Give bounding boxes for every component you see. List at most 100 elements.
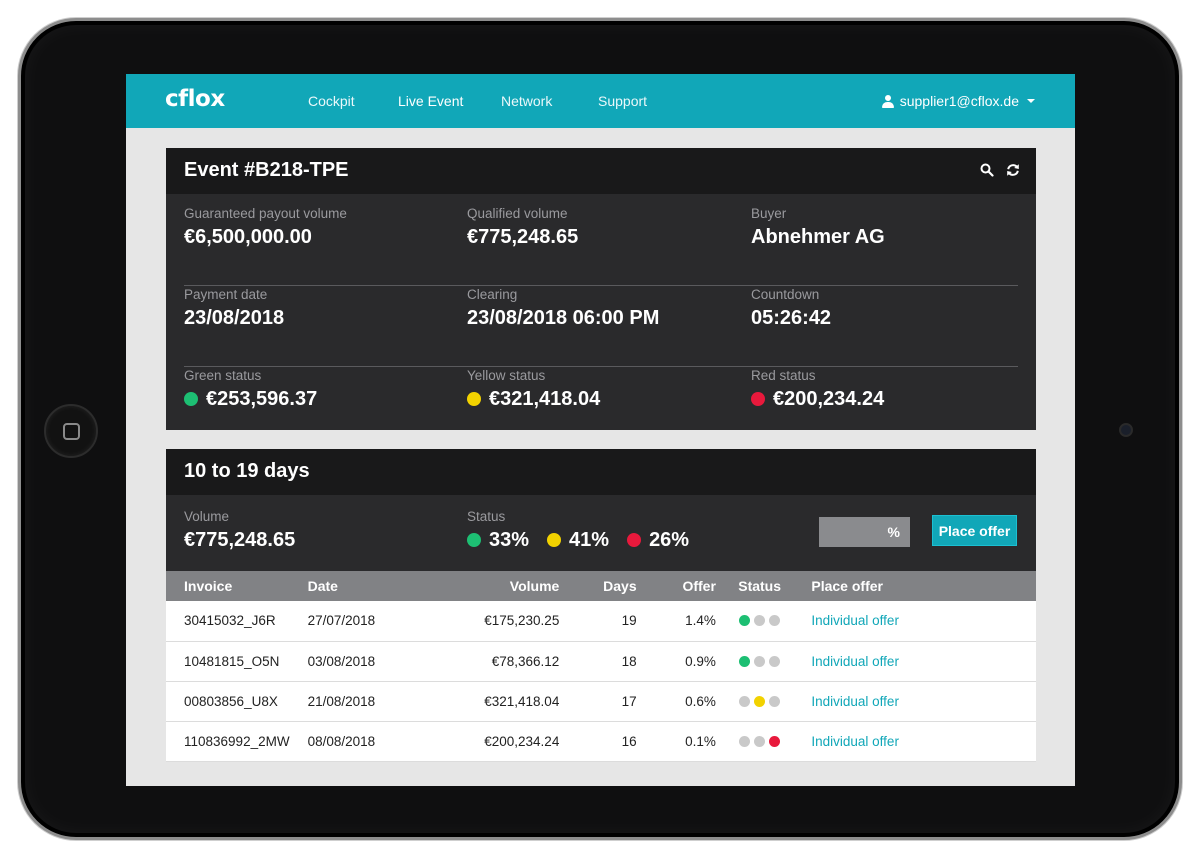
top-navbar: cflox Cockpit Live Event Network Support… <box>126 74 1075 128</box>
payment-label: Payment date <box>184 287 268 302</box>
buyer-label: Buyer <box>751 206 787 221</box>
individual-offer-link[interactable]: Individual offer <box>811 613 899 629</box>
date-cell: 03/08/2018 <box>289 641 400 682</box>
nav-live-event[interactable]: Live Event <box>398 93 464 109</box>
table-row: 10481815_O5N 03/08/2018 €78,366.12 18 0.9% In… <box>166 641 1036 682</box>
qualified-label: Qualified volume <box>467 206 568 221</box>
individual-offer-link[interactable]: Individual offer <box>811 733 899 749</box>
green-status-value: €253,596.37 <box>206 388 318 410</box>
red-status-label: Red status <box>751 368 816 383</box>
volume-label: Volume <box>184 509 230 524</box>
days-group-panel: 10 to 19 days Volume €775,248.65 Status … <box>166 449 1036 762</box>
nav-network[interactable]: Network <box>501 93 553 109</box>
search-icon[interactable] <box>980 163 994 177</box>
yellow-dot-icon <box>467 392 481 406</box>
table-header: Invoice Date Volume Days Offer Status Pl… <box>166 571 1036 601</box>
offer-cell: 0.1% <box>646 721 726 762</box>
place-offer-cell: Individual offer <box>793 681 1036 722</box>
invoice-cell: 30415032_J6R <box>166 601 290 642</box>
place-offer-cell: Individual offer <box>793 721 1036 762</box>
cflox-logo[interactable]: cflox <box>165 86 225 112</box>
volume-cell: €321,418.04 <box>399 681 570 722</box>
home-button[interactable] <box>44 404 98 458</box>
yellow-status-label: Yellow status <box>467 368 546 383</box>
days-cell: 17 <box>569 681 647 722</box>
offer-cell: 1.4% <box>646 601 726 642</box>
red-status-dot-icon <box>769 735 781 747</box>
offer-cell: 0.6% <box>646 681 726 722</box>
volume-cell: €78,366.12 <box>399 641 570 682</box>
green-status-dot-icon <box>739 655 751 667</box>
yellow-status-dot-icon <box>754 655 766 667</box>
event-panel: Event #B218-TPE Guaranteed payout volume… <box>166 148 1036 430</box>
camera-lens <box>1119 423 1133 437</box>
days-cell: 19 <box>569 601 647 642</box>
yellow-status-dot-icon <box>754 695 766 707</box>
countdown-value: 05:26:42 <box>751 307 832 329</box>
red-status-dot-icon <box>769 695 781 707</box>
volume-value: €775,248.65 <box>184 529 296 551</box>
user-menu[interactable]: supplier1@cflox.de <box>881 93 1035 109</box>
guaranteed-value: €6,500,000.00 <box>184 226 312 248</box>
invoice-cell: 00803856_U8X <box>166 681 290 722</box>
red-dot-icon <box>627 533 642 547</box>
place-offer-cell: Individual offer <box>793 641 1036 682</box>
event-row-volumes: Guaranteed payout volume €6,500,000.00 Q… <box>184 206 1018 286</box>
place-offer-button[interactable]: Place offer <box>932 515 1017 546</box>
buyer-value: Abnehmer AG <box>751 226 885 248</box>
offer-cell: 0.9% <box>646 641 726 682</box>
table-row: 00803856_U8X 21/08/2018 €321,418.04 17 0.6% I… <box>166 681 1036 722</box>
status-yellow-pct: 41% <box>569 529 610 551</box>
event-header: Event #B218-TPE <box>166 148 1036 194</box>
red-status-value: €200,234.24 <box>773 388 885 410</box>
countdown-label: Countdown <box>751 287 820 302</box>
status-green-pct: 33% <box>489 529 530 551</box>
table-row: 30415032_J6R 27/07/2018 €175,230.25 19 1.4% I… <box>166 601 1036 642</box>
event-row-status: Green status €253,596.37 Yellow status €… <box>184 368 1018 448</box>
offer-percent-input[interactable]: % <box>819 517 910 547</box>
yellow-status-value: €321,418.04 <box>489 388 601 410</box>
yellow-status-dot-icon <box>754 735 766 747</box>
green-status-dot-icon <box>739 735 751 747</box>
date-cell: 08/08/2018 <box>289 721 400 762</box>
event-title: Event #B218-TPE <box>184 159 349 181</box>
individual-offer-link[interactable]: Individual offer <box>811 693 899 709</box>
user-icon <box>881 94 894 108</box>
volume-cell: €175,230.25 <box>399 601 570 642</box>
col-status[interactable]: Status <box>725 571 794 601</box>
invoice-cell: 110836992_2MW <box>166 721 290 762</box>
invoice-table: Invoice Date Volume Days Offer Status Pl… <box>166 571 1036 762</box>
qualified-value: €775,248.65 <box>467 226 579 248</box>
green-status-label: Green status <box>184 368 262 383</box>
place-offer-cell: Individual offer <box>793 601 1036 642</box>
invoice-cell: 10481815_O5N <box>166 641 290 682</box>
days-cell: 16 <box>569 721 647 762</box>
date-cell: 21/08/2018 <box>289 681 400 722</box>
individual-offer-link[interactable]: Individual offer <box>811 653 899 669</box>
home-square-icon <box>63 423 80 440</box>
col-days[interactable]: Days <box>569 571 647 601</box>
status-cell <box>725 641 794 682</box>
nav-support[interactable]: Support <box>598 93 648 109</box>
green-dot-icon <box>184 392 198 406</box>
group-header: 10 to 19 days <box>166 449 1036 495</box>
payment-value: 23/08/2018 <box>184 307 285 329</box>
col-invoice[interactable]: Invoice <box>166 571 290 601</box>
col-volume[interactable]: Volume <box>399 571 570 601</box>
status-cell <box>725 601 794 642</box>
col-place-offer[interactable]: Place offer <box>793 571 1036 601</box>
group-title: 10 to 19 days <box>184 460 310 482</box>
col-date[interactable]: Date <box>289 571 400 601</box>
yellow-dot-icon <box>547 533 562 547</box>
table-row: 110836992_2MW 08/08/2018 €200,234.24 16 0.1%… <box>166 721 1036 762</box>
nav-cockpit[interactable]: Cockpit <box>308 93 355 109</box>
green-status-dot-icon <box>739 695 751 707</box>
guaranteed-label: Guaranteed payout volume <box>184 206 347 221</box>
clearing-value: 23/08/2018 06:00 PM <box>467 307 660 329</box>
refresh-icon[interactable] <box>1006 163 1020 177</box>
red-status-dot-icon <box>769 655 781 667</box>
col-offer[interactable]: Offer <box>646 571 726 601</box>
status-cell <box>725 721 794 762</box>
green-status-dot-icon <box>739 615 751 627</box>
chevron-down-icon <box>1027 99 1035 103</box>
